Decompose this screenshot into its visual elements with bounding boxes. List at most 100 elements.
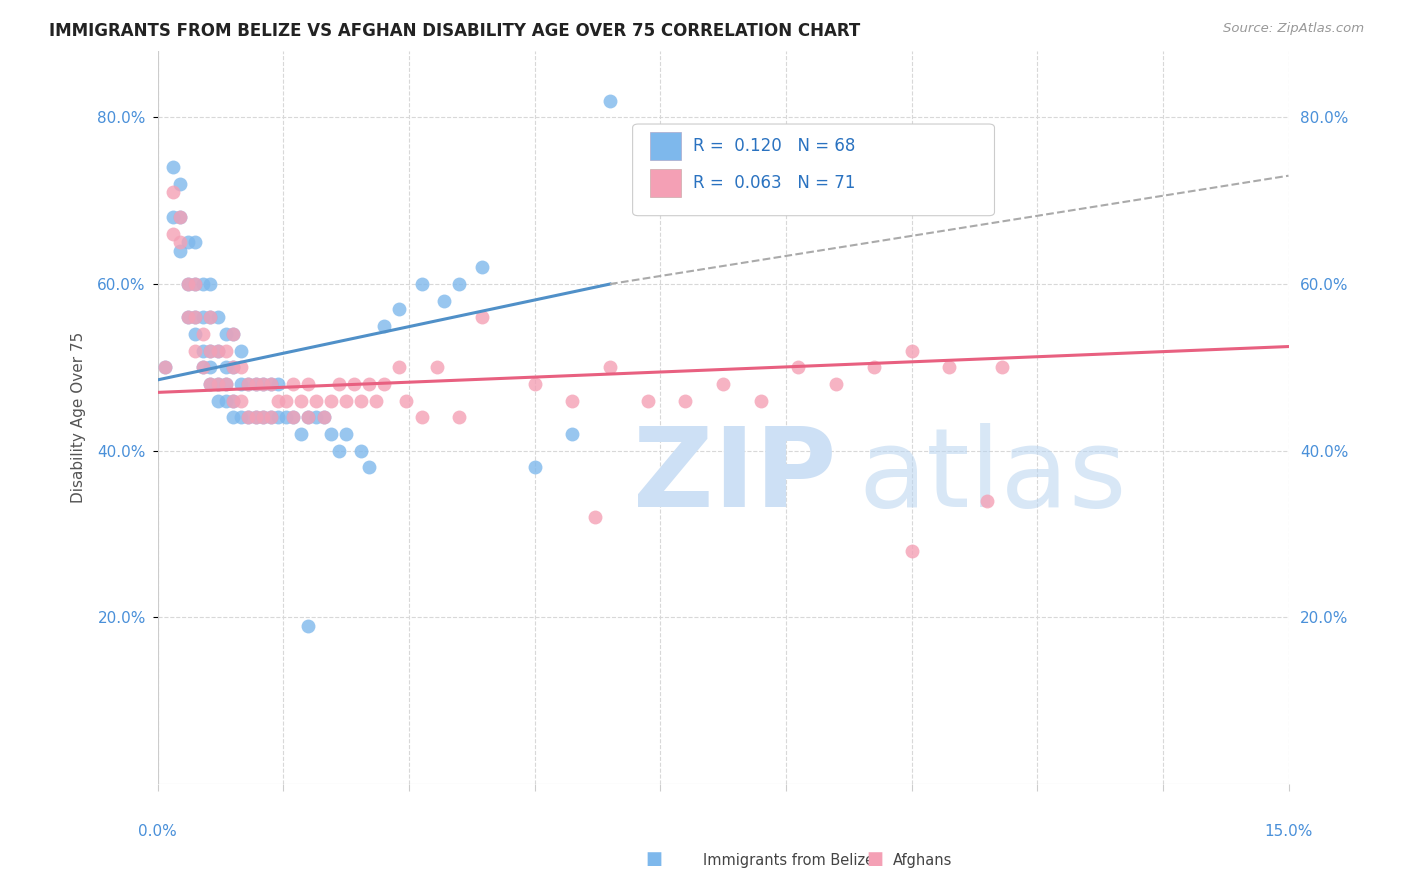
Point	[177, 277, 200, 291]
Text: ■: ■	[866, 850, 883, 868]
Point	[229, 343, 252, 358]
Point	[191, 326, 214, 341]
Point	[252, 377, 274, 392]
Point	[305, 393, 328, 408]
Point	[222, 360, 245, 375]
Point	[305, 410, 328, 425]
Point	[207, 343, 229, 358]
Point	[825, 377, 848, 392]
Point	[222, 326, 245, 341]
Point	[863, 360, 886, 375]
Point	[177, 277, 200, 291]
Point	[184, 326, 207, 341]
Point	[245, 410, 267, 425]
Point	[900, 343, 922, 358]
Point	[328, 377, 350, 392]
Point	[274, 410, 297, 425]
Point	[162, 227, 184, 241]
Point	[200, 310, 222, 325]
Bar	[650, 132, 682, 160]
Point	[191, 343, 214, 358]
Text: Afghans: Afghans	[893, 853, 952, 868]
Point	[252, 410, 274, 425]
Text: Immigrants from Belize: Immigrants from Belize	[703, 853, 875, 868]
Point	[184, 235, 207, 250]
Point	[169, 177, 191, 191]
Point	[449, 410, 471, 425]
Point	[214, 343, 236, 358]
Point	[319, 427, 342, 442]
Point	[350, 393, 373, 408]
Point	[177, 310, 200, 325]
Point	[260, 410, 283, 425]
Point	[252, 410, 274, 425]
Point	[260, 410, 283, 425]
Point	[207, 393, 229, 408]
Point	[599, 94, 621, 108]
Point	[267, 410, 290, 425]
Point	[214, 377, 236, 392]
Point	[252, 377, 274, 392]
Text: 15.0%: 15.0%	[1264, 824, 1313, 839]
Point	[162, 211, 184, 225]
Point	[357, 460, 380, 475]
Text: ZIP: ZIP	[633, 423, 837, 530]
Point	[267, 393, 290, 408]
Point	[260, 377, 283, 392]
Point	[312, 410, 335, 425]
Point	[214, 377, 236, 392]
Point	[328, 443, 350, 458]
Point	[350, 443, 373, 458]
Point	[191, 360, 214, 375]
Point	[373, 318, 395, 333]
Point	[184, 310, 207, 325]
Point	[222, 393, 245, 408]
Point	[433, 293, 456, 308]
Text: R =  0.063   N = 71: R = 0.063 N = 71	[693, 174, 855, 192]
Point	[343, 377, 366, 392]
Text: IMMIGRANTS FROM BELIZE VS AFGHAN DISABILITY AGE OVER 75 CORRELATION CHART: IMMIGRANTS FROM BELIZE VS AFGHAN DISABIL…	[49, 22, 860, 40]
Point	[357, 377, 380, 392]
Y-axis label: Disability Age Over 75: Disability Age Over 75	[72, 332, 86, 503]
Point	[236, 377, 259, 392]
Point	[200, 343, 222, 358]
Point	[335, 393, 357, 408]
Point	[471, 310, 494, 325]
Point	[283, 377, 305, 392]
Point	[200, 277, 222, 291]
Point	[191, 310, 214, 325]
Point	[200, 360, 222, 375]
Point	[184, 277, 207, 291]
Point	[236, 377, 259, 392]
Point	[290, 393, 312, 408]
Point	[229, 393, 252, 408]
Point	[274, 393, 297, 408]
Point	[297, 410, 319, 425]
Text: ■: ■	[645, 850, 662, 868]
Point	[523, 377, 546, 392]
Point	[222, 360, 245, 375]
Text: atlas: atlas	[859, 423, 1128, 530]
Point	[169, 244, 191, 258]
Point	[260, 377, 283, 392]
Point	[583, 510, 606, 524]
Point	[207, 377, 229, 392]
Point	[184, 343, 207, 358]
Point	[222, 326, 245, 341]
Point	[162, 161, 184, 175]
Point	[236, 410, 259, 425]
Point	[177, 235, 200, 250]
Point	[222, 410, 245, 425]
Point	[290, 427, 312, 442]
Point	[283, 410, 305, 425]
Point	[200, 377, 222, 392]
Point	[388, 360, 411, 375]
Point	[245, 377, 267, 392]
Point	[191, 360, 214, 375]
Point	[411, 277, 433, 291]
Point	[267, 377, 290, 392]
Text: Source: ZipAtlas.com: Source: ZipAtlas.com	[1223, 22, 1364, 36]
Point	[236, 410, 259, 425]
Point	[200, 377, 222, 392]
Point	[283, 410, 305, 425]
